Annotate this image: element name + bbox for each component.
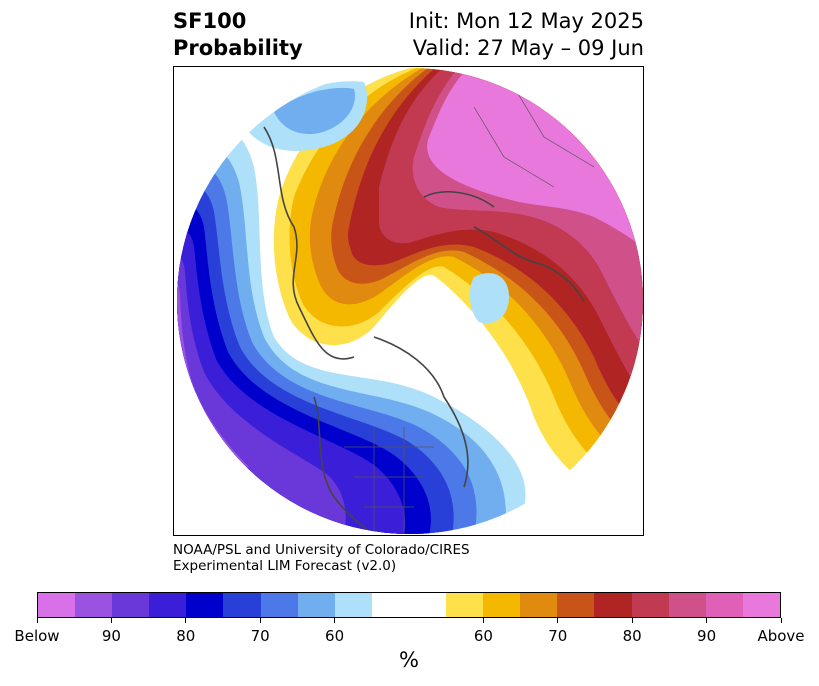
credit-line-1: NOAA/PSL and University of Colorado/CIRE… [173,542,470,558]
colorbar-segment [705,593,743,617]
colorbar-tick-mark [631,618,633,623]
colorbar-tick-mark [557,618,559,623]
colorbar-segment [297,593,335,617]
colorbar-segment [112,593,150,617]
colorbar-segment [149,593,187,617]
pole-marker [404,295,416,307]
colorbar-tick-label: 80 [622,627,642,645]
colorbar-tick-mark [482,618,484,623]
colorbar-tick-label: 90 [697,627,717,645]
credit-line-2: Experimental LIM Forecast (v2.0) [173,558,397,574]
colorbar-segment [520,593,558,617]
colorbar-tick-label: 70 [250,627,270,645]
forecast-dates: Init: Mon 12 May 2025 Valid: 27 May – 09… [409,8,644,62]
borders [344,86,595,534]
colorbar-segment [742,593,780,617]
colorbar-tick-label: 80 [176,627,196,645]
colorbar-tick-label: 60 [473,627,493,645]
map-title: SF100 Probability [173,8,303,62]
colorbar-tick-label: 60 [325,627,345,645]
map-panel [173,66,644,536]
colorbar-tick-mark [36,618,38,623]
colorbar-segment [223,593,261,617]
init-date: Init: Mon 12 May 2025 [408,9,644,33]
colorbar-tick-mark [780,618,782,623]
below-pocket-north-inner [274,87,355,135]
colorbar-tick-mark [259,618,261,623]
colorbar-tick-mark [334,618,336,623]
colorbar [37,592,781,618]
colorbar-segment [557,593,595,617]
below-pocket-europe [469,273,509,324]
colorbar-segment [186,593,224,617]
title-subtitle: Probability [173,36,303,60]
colorbar-tick-label: 70 [548,627,568,645]
colorbar-segment [260,593,298,617]
colorbar-tick-mark [185,618,187,623]
credit-text: NOAA/PSL and University of Colorado/CIRE… [173,542,470,574]
colorbar-segment [371,593,409,617]
colorbar-tick-label: Below [14,627,60,645]
colorbar-segment [631,593,669,617]
colorbar-segment [446,593,484,617]
polar-map [177,68,643,534]
colorbar-tick-mark [110,618,112,623]
colorbar-segment [38,593,76,617]
colorbar-segment [668,593,706,617]
colorbar-tick-label: 90 [101,627,121,645]
colorbar-tick-mark [706,618,708,623]
colorbar-segment [75,593,113,617]
colorbar-segment [334,593,372,617]
colorbar-segment [594,593,632,617]
valid-range: Valid: 27 May – 09 Jun [412,36,644,60]
title-variable: SF100 [173,9,247,33]
colorbar-tick-label: Above [757,627,805,645]
coastlines [233,75,585,534]
colorbar-segment [408,593,447,617]
colorbar-segment [483,593,521,617]
colorbar-unit: % [399,648,419,672]
